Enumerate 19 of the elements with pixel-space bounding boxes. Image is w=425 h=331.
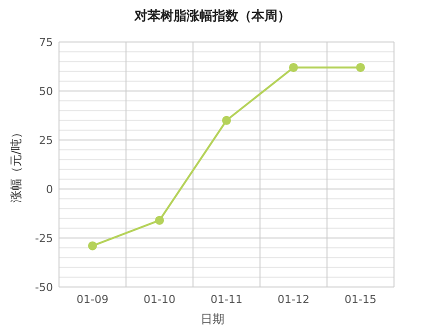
y-tick-label: 75 <box>39 36 53 49</box>
x-tick-label: 01-10 <box>144 293 176 306</box>
y-tick-label: -50 <box>35 280 53 294</box>
y-tick-label: 50 <box>39 84 53 98</box>
y-tick-label: 25 <box>39 134 53 147</box>
x-tick-label: 01-09 <box>76 293 108 306</box>
point <box>155 216 164 225</box>
point <box>356 62 365 72</box>
y-tick-label: 0 <box>46 182 53 196</box>
chart-title: 对苯树脂涨幅指数（本周） <box>134 9 290 24</box>
x-tick-label: 01-15 <box>344 293 376 306</box>
point <box>289 62 298 72</box>
point <box>222 116 231 125</box>
x-axis-title: 日期 <box>200 312 224 326</box>
point <box>88 241 97 250</box>
x-tick-label: 01-12 <box>278 293 310 306</box>
y-tick-label: -25 <box>35 232 53 245</box>
y-axis-title: 涨幅（元/吨） <box>9 126 23 203</box>
x-tick-label: 01-11 <box>210 293 242 306</box>
